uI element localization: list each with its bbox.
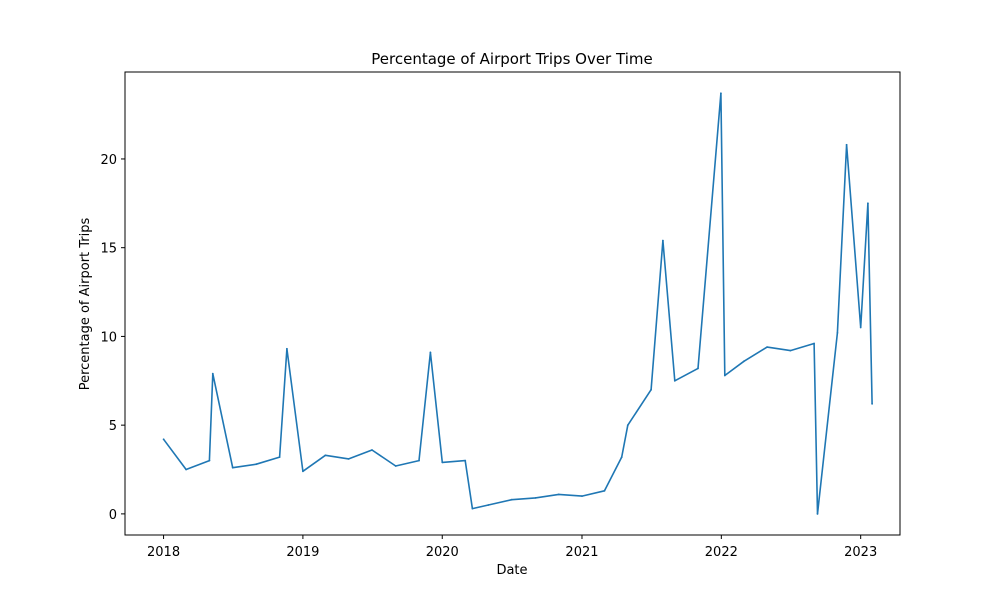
- data-point: [418, 459, 420, 462]
- data-point: [441, 461, 444, 464]
- data-point: [464, 459, 467, 462]
- data-point: [557, 493, 560, 496]
- y-tick-label: 0: [109, 508, 117, 523]
- data-point: [662, 239, 664, 242]
- data-point: [859, 326, 862, 329]
- data-point: [813, 342, 815, 345]
- y-tick-label: 15: [100, 242, 117, 257]
- data-point: [626, 424, 629, 427]
- data-point: [650, 388, 652, 391]
- data-point: [394, 465, 397, 467]
- data-point: [162, 438, 165, 441]
- y-axis: 0 5 10 15 20: [100, 153, 125, 523]
- data-point: [471, 507, 474, 510]
- data-point: [816, 513, 819, 515]
- data-point: [789, 349, 792, 352]
- data-point: [185, 468, 188, 471]
- data-point: [510, 498, 513, 501]
- data-point: [286, 347, 288, 350]
- series-line-0: [162, 92, 873, 515]
- x-tick-label: 2022: [705, 545, 738, 560]
- data-point: [581, 495, 583, 497]
- chart-title: Percentage of Airport Trips Over Time: [371, 50, 652, 68]
- data-point: [534, 497, 537, 499]
- plot-frame: [124, 71, 901, 536]
- y-tick-label: 5: [109, 419, 117, 434]
- data-point: [231, 466, 234, 469]
- data-point: [211, 372, 214, 375]
- data-point: [867, 202, 869, 205]
- data-point: [208, 459, 211, 462]
- data-point: [278, 456, 281, 458]
- x-tick-label: 2021: [565, 545, 598, 560]
- y-tick-label: 10: [100, 330, 117, 345]
- data-point: [723, 374, 726, 377]
- data-point: [255, 463, 258, 466]
- data-point: [347, 458, 350, 460]
- data-point: [673, 379, 676, 382]
- data-point: [871, 403, 873, 405]
- x-tick-label: 2019: [286, 545, 319, 560]
- data-point: [836, 332, 839, 334]
- x-axis-label: Date: [496, 563, 527, 578]
- data-point: [302, 470, 304, 473]
- data-point: [743, 360, 745, 363]
- x-tick-label: 2023: [844, 545, 877, 560]
- data-point: [766, 346, 768, 348]
- data-point: [324, 454, 327, 457]
- data-point: [371, 449, 373, 451]
- data-point: [720, 92, 722, 95]
- data-point: [429, 351, 432, 354]
- data-point: [603, 489, 606, 492]
- data-point: [697, 367, 699, 370]
- plot-area: [162, 92, 873, 515]
- y-axis-label: Percentage of Airport Trips: [78, 217, 93, 390]
- x-axis: 2018 2019 2020 2021 2022 2023: [147, 535, 877, 560]
- x-tick-label: 2020: [426, 545, 459, 560]
- data-point: [845, 143, 848, 146]
- x-tick-label: 2018: [147, 545, 180, 560]
- data-point: [487, 504, 490, 506]
- data-point: [620, 456, 623, 458]
- y-tick-label: 20: [100, 153, 117, 168]
